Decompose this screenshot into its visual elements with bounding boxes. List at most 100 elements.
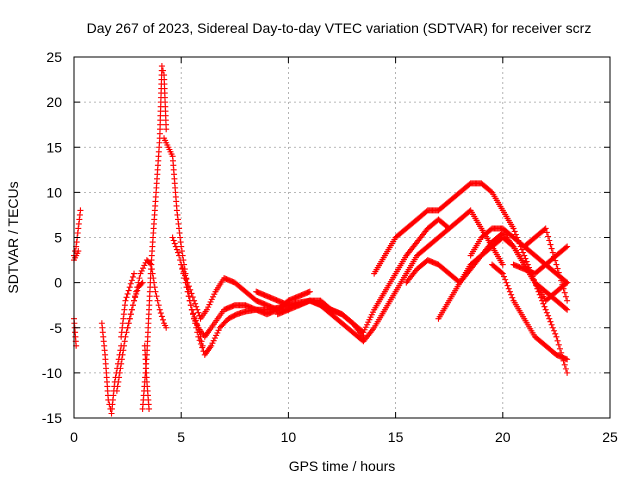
data-point <box>562 293 569 300</box>
data-point <box>207 298 214 305</box>
data-point <box>163 324 170 331</box>
data-point <box>180 268 187 275</box>
data-point <box>508 291 515 298</box>
data-point <box>185 293 192 300</box>
series-arc-16 <box>467 225 571 286</box>
data-point <box>545 233 552 240</box>
data-point <box>191 297 198 304</box>
series-arc-19 <box>521 225 571 304</box>
series-arc-early-c <box>71 315 80 349</box>
x-tick-label: 0 <box>70 429 78 445</box>
data-point <box>540 300 547 307</box>
data-point <box>118 360 125 367</box>
data-point <box>118 356 125 363</box>
data-point <box>187 286 194 293</box>
data-point <box>159 67 166 74</box>
data-point <box>77 207 84 214</box>
data-point <box>547 241 554 248</box>
data-point <box>171 240 178 247</box>
data-point <box>125 287 132 294</box>
data-point <box>172 243 179 250</box>
data-point <box>518 246 525 253</box>
y-tick-label: -15 <box>42 410 62 426</box>
data-point <box>133 288 140 295</box>
data-point <box>509 242 516 249</box>
data-point <box>138 267 145 274</box>
data-point <box>208 342 215 349</box>
data-point <box>553 261 560 268</box>
data-point <box>141 262 148 269</box>
series-arc-17 <box>489 261 571 363</box>
data-point <box>558 277 565 284</box>
data-point <box>120 347 127 354</box>
data-point <box>499 270 506 277</box>
series-arc-6 <box>141 342 153 412</box>
data-point <box>192 300 199 307</box>
data-point <box>564 356 571 363</box>
data-point <box>548 245 555 252</box>
data-point <box>123 294 130 301</box>
data-point <box>559 281 566 288</box>
data-point <box>543 309 550 316</box>
data-point <box>206 301 213 308</box>
y-tick-label: -10 <box>42 365 62 381</box>
data-point <box>505 285 512 292</box>
data-point <box>556 273 563 280</box>
data-point <box>189 294 196 301</box>
data-point <box>127 280 134 287</box>
data-point <box>125 320 132 327</box>
data-point <box>549 324 556 331</box>
data-point <box>509 294 516 301</box>
data-point <box>546 237 553 244</box>
data-point <box>205 304 212 311</box>
data-point <box>158 313 165 320</box>
data-point <box>564 279 571 286</box>
data-point <box>126 284 133 291</box>
data-point <box>155 302 162 309</box>
series-arc-11 <box>253 216 453 336</box>
data-point <box>174 249 181 256</box>
y-tick-label: 5 <box>54 230 62 246</box>
data-point <box>176 252 183 259</box>
data-point <box>562 244 569 251</box>
data-point <box>511 228 518 235</box>
data-point <box>564 369 571 376</box>
data-point <box>546 315 553 322</box>
data-point <box>131 270 138 277</box>
data-point <box>547 318 554 325</box>
data-point <box>116 374 123 381</box>
data-point <box>542 306 549 313</box>
data-point <box>169 234 176 241</box>
data-point <box>137 270 144 277</box>
axis-ticks: 0 5 10 15 20 25 -15 -10 -5 0 5 10 15 20 25 <box>42 49 618 445</box>
data-point <box>556 345 563 352</box>
data-point <box>159 316 166 323</box>
data-point <box>135 279 142 286</box>
data-point <box>185 283 192 290</box>
data-point <box>564 243 571 250</box>
data-point <box>117 365 124 372</box>
data-point <box>555 269 562 276</box>
data-point <box>195 309 202 316</box>
y-tick-label: 0 <box>54 275 62 291</box>
data-point <box>121 338 128 345</box>
data-point <box>140 265 147 272</box>
data-point <box>498 269 505 276</box>
grid <box>74 57 610 418</box>
data-point <box>199 344 206 351</box>
data-point <box>554 337 561 344</box>
data-point <box>178 243 185 250</box>
data-point <box>196 337 203 344</box>
data-point <box>156 306 163 313</box>
data-point <box>195 333 202 340</box>
data-point <box>129 302 136 309</box>
x-tick-label: 20 <box>495 429 511 445</box>
y-axis-label: SDTVAR / TECUs <box>5 181 21 293</box>
data-point <box>147 260 154 267</box>
data-point <box>562 365 569 372</box>
x-tick-label: 5 <box>177 429 185 445</box>
data-point <box>209 340 216 347</box>
data-point <box>194 329 201 336</box>
data-point <box>131 297 138 304</box>
data-point <box>158 63 165 70</box>
